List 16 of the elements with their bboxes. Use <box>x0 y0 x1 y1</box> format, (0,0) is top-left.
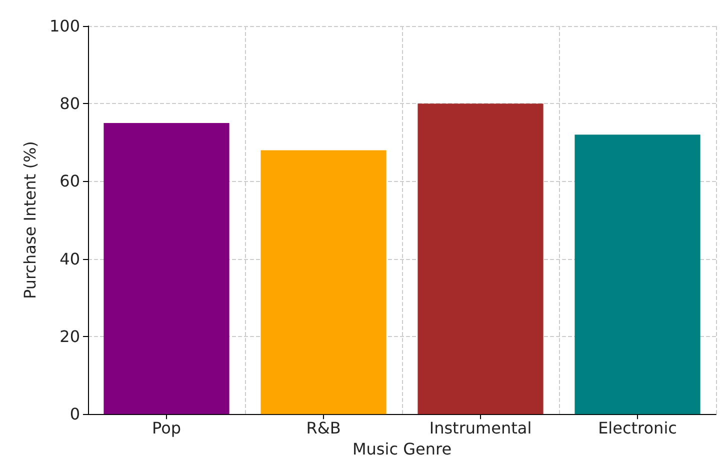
y-tick-label: 80 <box>60 94 80 114</box>
bar <box>104 123 230 414</box>
y-tick-label: 60 <box>60 172 80 191</box>
y-tick-label: 0 <box>70 404 80 424</box>
x-tick-label: R&B <box>306 418 341 438</box>
y-tick-label: 100 <box>49 16 80 36</box>
x-axis-title: Music Genre <box>352 440 452 458</box>
y-tick-label: 20 <box>60 326 80 346</box>
x-tick-label: Electronic <box>598 418 677 438</box>
bar <box>418 104 544 414</box>
bar <box>260 150 386 414</box>
y-tick-label: 40 <box>60 249 80 268</box>
x-tick-label: Pop <box>152 418 182 438</box>
y-axis-title: Purchase Intent (%) <box>20 141 40 300</box>
x-tick-label: Instrumental <box>429 418 532 438</box>
bar <box>574 134 700 414</box>
